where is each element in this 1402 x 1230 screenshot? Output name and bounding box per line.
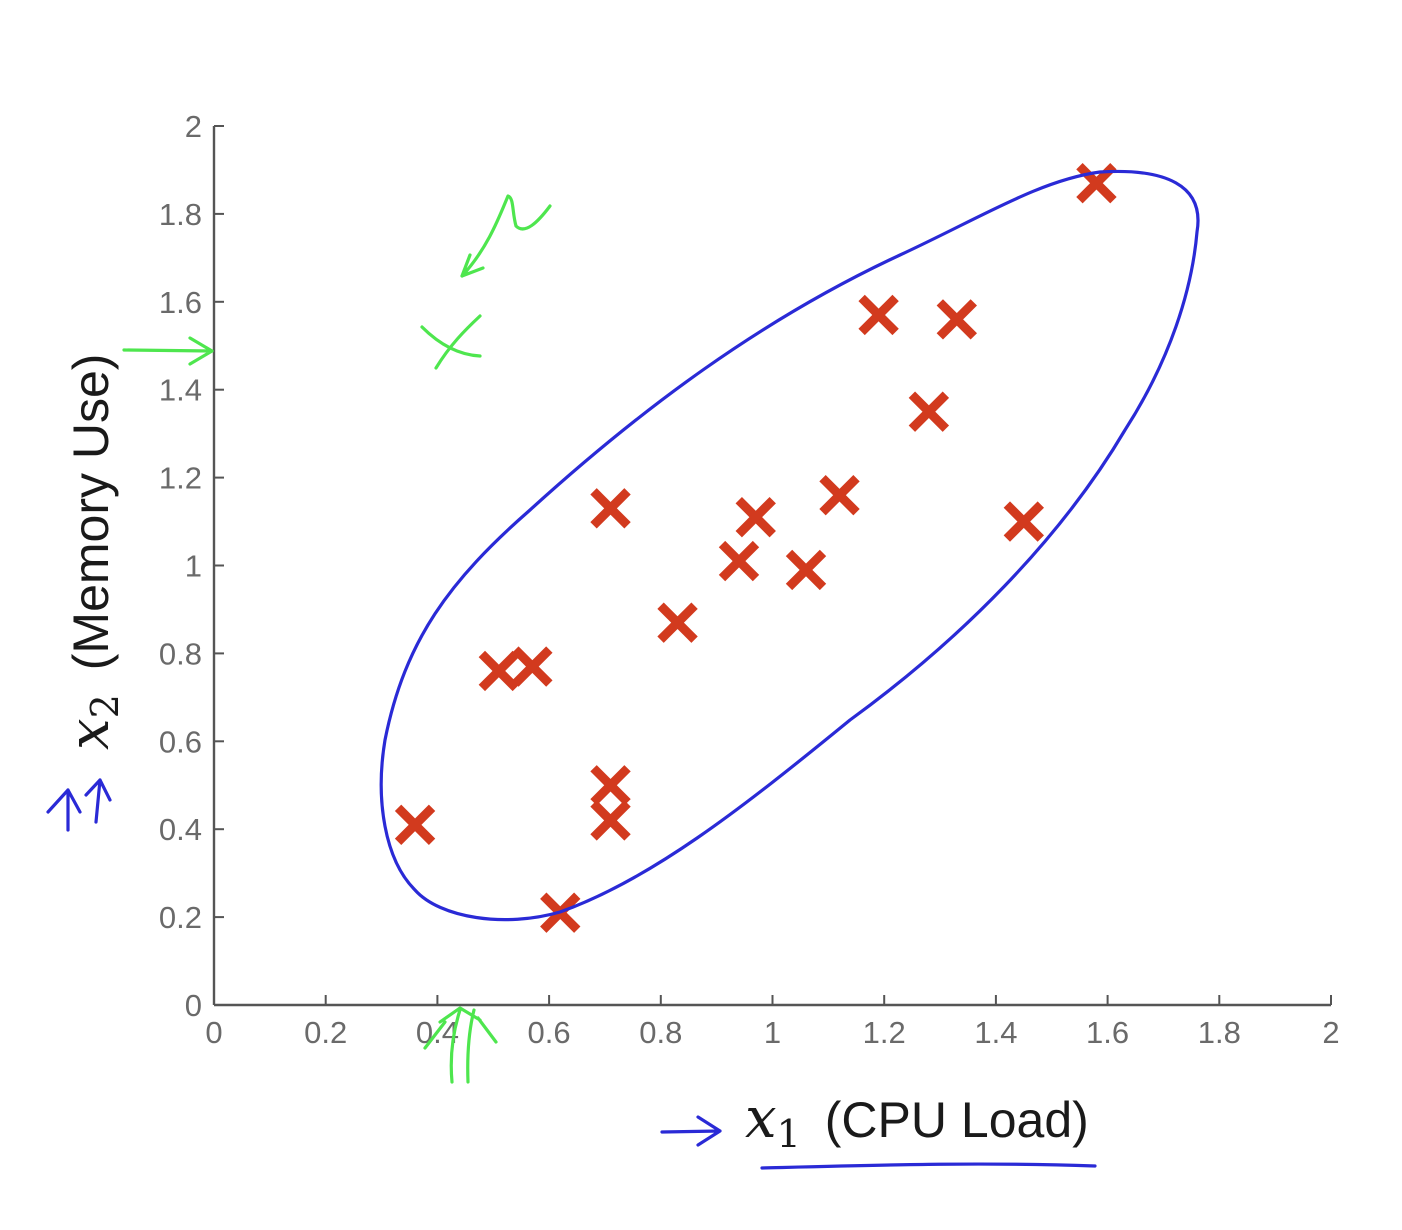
data-point — [785, 549, 827, 591]
xlabel-underline — [760, 1162, 1097, 1170]
y-tick-label: 1 — [185, 549, 202, 584]
x-tick-label: 2 — [1322, 1015, 1339, 1050]
y-tick-label: 0.4 — [159, 812, 202, 847]
y-tick-label: 0.8 — [159, 636, 202, 671]
x-tick-label: 0.2 — [304, 1015, 347, 1050]
x2-arrow — [122, 336, 214, 366]
data-point — [819, 474, 860, 516]
axes — [212, 126, 1331, 1007]
x-tick-label: 1.6 — [1086, 1015, 1129, 1050]
squiggle-arrow — [460, 194, 552, 278]
y-tick-label: 1.6 — [159, 285, 202, 320]
x-tick-label: 1.4 — [974, 1015, 1017, 1050]
data-point — [478, 650, 520, 692]
normal-region-ellipse — [379, 169, 1200, 922]
y-tick-label: 2 — [185, 109, 202, 144]
y-tick-label: 1.2 — [159, 461, 202, 496]
data-point — [858, 294, 899, 336]
y-tick-label: 1.8 — [159, 197, 202, 232]
data-point — [590, 488, 631, 529]
data-point — [657, 602, 698, 643]
y-tick-label: 0.2 — [159, 900, 202, 935]
data-point — [512, 646, 553, 687]
data-point — [936, 299, 977, 340]
data-point — [1003, 501, 1045, 542]
y-tick-label: 0.6 — [159, 724, 202, 759]
x-tick-label: 0.8 — [639, 1015, 682, 1050]
anomaly-x-mark — [420, 314, 482, 370]
x-tick-label: 1.2 — [863, 1015, 906, 1050]
x-tick-label: 1 — [764, 1015, 781, 1050]
ylabel: x2(Memory Use) — [57, 354, 127, 750]
data-point — [590, 800, 631, 841]
data-point — [735, 496, 776, 538]
ylabel-arrow — [46, 778, 112, 832]
xlabel-arrow — [660, 1115, 722, 1147]
x-tick-label: 0.6 — [528, 1015, 571, 1050]
anomaly-annotation — [122, 194, 552, 1084]
data-points — [394, 162, 1117, 933]
xlabel: x1 (CPU Load) — [745, 1086, 1089, 1156]
x-tick-label: 0 — [205, 1015, 222, 1050]
data-point — [394, 804, 436, 845]
x1-arrow — [423, 1006, 498, 1084]
y-tick-label: 0 — [185, 988, 202, 1023]
y-tick-label: 1.4 — [159, 373, 202, 408]
tick-group: 0 0.2 0.4 0.6 0.8 1 1.2 1.4 1.6 1.8 200.20.40.60.8… — [159, 109, 1340, 1050]
data-point — [908, 391, 950, 432]
data-point — [590, 765, 631, 806]
x-tick-label: 1.8 — [1198, 1015, 1241, 1050]
data-point — [718, 540, 760, 582]
